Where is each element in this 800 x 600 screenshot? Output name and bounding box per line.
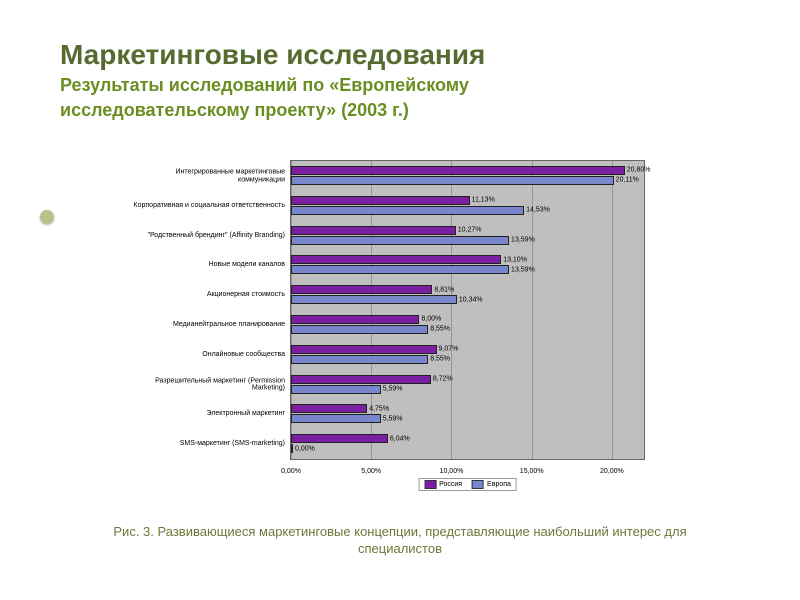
bar: 20,11% <box>291 176 614 185</box>
bar-value-label: 6,04% <box>387 435 410 442</box>
bar: 8,55% <box>291 325 428 334</box>
category-label: Новые модели каналов <box>130 261 291 269</box>
category-label: SMS-маркетинг (SMS-marketing) <box>130 440 291 448</box>
bar: 6,04% <box>291 434 388 443</box>
bar: 13,59% <box>291 236 509 245</box>
bar-value-label: 9,07% <box>436 346 459 353</box>
bar: 13,59% <box>291 265 509 274</box>
bar: 8,55% <box>291 355 428 364</box>
bar-value-label: 10,27% <box>455 227 482 234</box>
page-subtitle-l1: Результаты исследований по «Европейскому <box>60 75 750 97</box>
bar: 5,59% <box>291 414 381 423</box>
bar: 9,07% <box>291 345 437 354</box>
bar: 0,00% <box>291 444 293 453</box>
bar: 5,59% <box>291 385 381 394</box>
bar-value-label: 5,59% <box>380 415 403 422</box>
legend-label-russia: Россия <box>439 481 462 488</box>
bar-value-label: 20,11% <box>613 177 639 184</box>
bar: 20,80% <box>291 166 625 175</box>
legend-item-europe: Европа <box>472 480 511 489</box>
bar-value-label: 13,59% <box>508 237 535 244</box>
x-tick-label: 10,00% <box>440 468 464 475</box>
plot-area: Россия Европа 0,00%5,00%10,00%15,00%20,0… <box>290 160 645 460</box>
bar: 10,27% <box>291 226 456 235</box>
bar: 8,72% <box>291 375 431 384</box>
bar: 4,75% <box>291 404 367 413</box>
bullet-icon <box>40 210 54 224</box>
category-label: Акционерная стоимость <box>130 291 291 299</box>
bar: 14,53% <box>291 206 524 215</box>
bar: 8,81% <box>291 285 432 294</box>
page-subtitle-l2: исследовательскому проекту» (2003 г.) <box>60 100 750 122</box>
bar-value-label: 13,10% <box>500 256 527 263</box>
legend-item-russia: Россия <box>424 480 462 489</box>
bar: 10,34% <box>291 295 457 304</box>
bar-value-label: 8,55% <box>427 356 450 363</box>
legend-label-europe: Европа <box>487 481 511 488</box>
bar: 13,10% <box>291 255 501 264</box>
category-label: Корпоративная и социальная ответственнос… <box>130 202 291 210</box>
legend-swatch-europe <box>472 480 484 489</box>
bar-value-label: 8,55% <box>427 326 450 333</box>
bar: 8,00% <box>291 315 419 324</box>
legend-swatch-russia <box>424 480 436 489</box>
slide: Маркетинговые исследования Результаты ис… <box>0 0 800 600</box>
chart-container: Россия Европа 0,00% 5,00% 10,00% 15,00% 20,0… <box>130 150 700 500</box>
bar-value-label: 20,80% <box>624 167 651 174</box>
caption-l1: Рис. 3. Развивающиеся маркетинговые конц… <box>113 524 686 539</box>
category-label: "Родственный брендинг" (Affinity Brandin… <box>130 232 291 240</box>
gridline <box>612 161 613 459</box>
category-label: Медианейтральное планирование <box>130 321 291 329</box>
bar-value-label: 8,00% <box>418 316 441 323</box>
caption-l2: специалистов <box>358 541 442 556</box>
category-label: Разрешительный маркетинг (Permission Mar… <box>130 377 291 392</box>
legend: Россия Европа <box>418 478 517 491</box>
bar: 11,13% <box>291 196 470 205</box>
x-tick-label: 0,00% <box>281 468 301 475</box>
bar-value-label: 14,53% <box>523 207 550 214</box>
bar-value-label: 4,75% <box>366 405 389 412</box>
bar-value-label: 8,72% <box>430 376 453 383</box>
category-label: Онлайновые сообщества <box>130 351 291 359</box>
gridline <box>532 161 533 459</box>
category-label: Интегрированные маркетинговые коммуникац… <box>130 168 291 183</box>
bar-value-label: 13,59% <box>508 266 535 273</box>
bar-value-label: 10,34% <box>456 296 483 303</box>
x-tick-label: 20,00% <box>600 468 624 475</box>
category-label: Электронный маркетинг <box>130 410 291 418</box>
caption: Рис. 3. Развивающиеся маркетинговые конц… <box>0 524 800 558</box>
x-tick-label: 5,00% <box>361 468 381 475</box>
page-title: Маркетинговые исследования <box>60 40 750 71</box>
bar-value-label: 5,59% <box>380 386 403 393</box>
bar-value-label: 0,00% <box>292 445 315 452</box>
bar-value-label: 11,13% <box>469 197 495 204</box>
x-tick-label: 15,00% <box>520 468 544 475</box>
bar-value-label: 8,81% <box>431 286 454 293</box>
